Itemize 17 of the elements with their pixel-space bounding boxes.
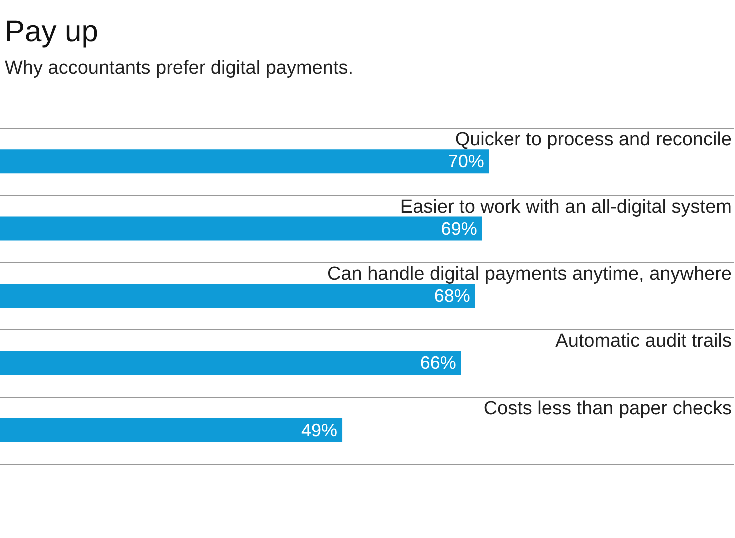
data-label: 68%	[434, 286, 470, 306]
bar	[0, 150, 490, 174]
y-tick-label: Costs less than paper checks	[484, 398, 732, 420]
bar	[0, 351, 462, 376]
bar	[0, 216, 482, 241]
chart-subtitle: Why accountants prefer digital payments.	[5, 58, 354, 79]
y-tick-label: Easier to work with an all-digital system	[400, 196, 732, 218]
data-label: 66%	[420, 353, 456, 374]
data-label: 49%	[302, 420, 338, 440]
y-tick-label: Can handle digital payments anytime, anywhere	[327, 264, 732, 285]
data-label: 69%	[441, 218, 478, 239]
chart-title: Pay up	[5, 16, 98, 48]
data-label: 70%	[448, 152, 484, 172]
y-tick-label: Quicker to process and reconcile	[455, 130, 732, 151]
bar	[0, 284, 476, 308]
bar	[0, 418, 343, 442]
y-tick-label: Automatic audit trails	[556, 331, 732, 352]
